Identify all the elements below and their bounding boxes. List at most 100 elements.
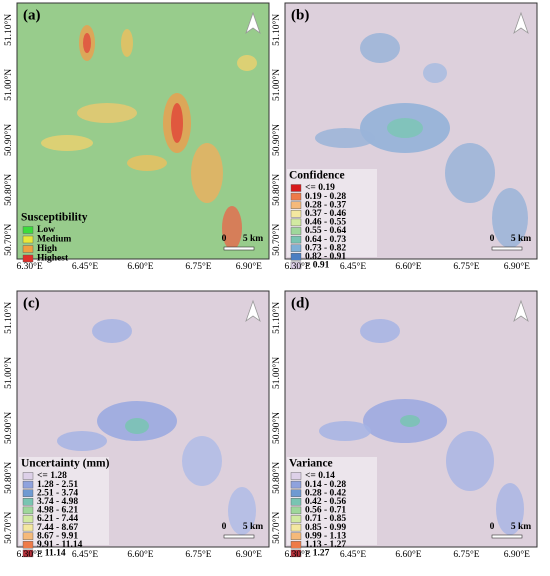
legend-swatch [22, 506, 34, 515]
legend-label: > 1.27 [305, 549, 330, 559]
y-tick-label: 50.80°N [271, 462, 282, 494]
y-tick-label: 50.90°N [271, 412, 282, 444]
x-tick-label: 6.75°E [185, 549, 211, 560]
x-tick-label: 6.75°E [453, 549, 479, 560]
x-tick-label: 6.90°E [236, 549, 262, 560]
legend-swatch [290, 261, 302, 270]
legend-label: 8.67 - 9.91 [37, 531, 78, 541]
legend-swatch [22, 532, 34, 540]
map-patch [400, 415, 420, 427]
x-tick-label: 6.90°E [504, 261, 530, 272]
legend-swatch [290, 210, 302, 218]
map-panel: (b) Confidence<= 0.190.19 - 0.280.28 - 0.… [284, 2, 538, 271]
y-tick-label: 50.80°N [3, 174, 14, 206]
scale-bar [491, 534, 523, 539]
x-tick-label: 6.45°E [72, 549, 98, 560]
y-tick-label: 50.90°N [3, 412, 14, 444]
map-patch [182, 436, 222, 486]
legend-label: <= 1.28 [37, 471, 67, 481]
legend-label: 7.44 - 8.67 [37, 523, 78, 533]
north-arrow [245, 11, 261, 35]
map-patch [387, 118, 423, 138]
y-tick-label: 50.70°N [271, 224, 282, 256]
legend-swatch [22, 541, 34, 549]
legend-label: Low [37, 225, 55, 235]
x-tick-label: 6.45°E [72, 261, 98, 272]
map-patch [492, 188, 528, 248]
legend-label: <= 0.19 [305, 183, 335, 193]
x-tick-label: 6.30°E [284, 549, 310, 560]
scale-bar [223, 534, 255, 539]
y-tick-label: 51.00°N [3, 69, 14, 101]
map-patch [222, 206, 242, 250]
legend-swatch [290, 498, 302, 506]
map-patch [360, 33, 400, 63]
x-tick-label: 6.45°E [340, 261, 366, 272]
map-frame [16, 290, 270, 548]
map-patch [125, 418, 149, 434]
y-tick-label: 50.80°N [3, 462, 14, 494]
map-patch [77, 103, 137, 123]
legend-swatch [22, 235, 34, 244]
x-tick-label: 6.75°E [453, 261, 479, 272]
legend-label: 6.21 - 7.44 [37, 514, 78, 524]
x-tick-label: 6.60°E [127, 549, 153, 560]
x-tick-label: 6.75°E [185, 261, 211, 272]
legend-label: > 11.14 [37, 549, 66, 559]
map-patch [228, 487, 256, 535]
legend-label: 0.37 - 0.46 [305, 209, 346, 219]
scale-bar [491, 246, 523, 251]
map-patch [446, 431, 494, 491]
legend-label: 0.56 - 0.71 [305, 506, 346, 516]
y-tick-label: 51.10°N [3, 14, 14, 46]
map-patch [315, 128, 375, 148]
y-tick-label: 51.00°N [3, 357, 14, 389]
x-tick-label: 6.60°E [127, 261, 153, 272]
legend-box [19, 457, 109, 545]
legend-swatch [290, 192, 302, 201]
legend-swatch [22, 472, 34, 480]
legend-label: <= 0.14 [305, 471, 335, 481]
legend-label: 0.73 - 0.82 [305, 243, 346, 253]
legend-swatch [22, 226, 34, 234]
legend-swatch [22, 549, 34, 558]
legend-title: Uncertainty (mm) [21, 458, 110, 470]
legend-swatch [22, 480, 34, 489]
panel-label: (d) [291, 295, 309, 311]
legend-label: 1.13 - 1.27 [305, 540, 346, 550]
legend-label: 0.64 - 0.73 [305, 235, 346, 245]
map-patch [237, 55, 257, 71]
legend-swatch [290, 541, 302, 549]
map-patch [445, 143, 495, 203]
legend-label: 1.28 - 2.51 [37, 480, 78, 490]
map-patch [319, 421, 371, 441]
legend-label: 2.51 - 3.74 [37, 488, 78, 498]
map-patch [191, 143, 223, 203]
map-patch [360, 319, 400, 343]
map-patch [496, 483, 524, 535]
legend-label: 0.55 - 0.64 [305, 226, 346, 236]
legend-label: 4.98 - 6.21 [37, 506, 78, 516]
legend-swatch [22, 523, 34, 532]
legend-label: 0.46 - 0.55 [305, 218, 346, 228]
legend-swatch [290, 515, 302, 523]
scale-end: 5 km [511, 522, 531, 532]
legend-swatch [290, 244, 302, 252]
map-patch [57, 431, 107, 451]
legend-label: 0.28 - 0.37 [305, 200, 346, 210]
legend-label: 0.99 - 1.13 [305, 531, 346, 541]
legend-label: 3.74 - 4.98 [37, 497, 78, 507]
x-tick-label: 6.45°E [340, 549, 366, 560]
legend-box [287, 457, 377, 545]
panel-label: (a) [23, 7, 41, 23]
legend-label: 9.91 - 11.14 [37, 540, 83, 550]
y-tick-label: 50.70°N [271, 512, 282, 544]
legend-label: Highest [37, 254, 69, 264]
y-tick-label: 51.10°N [271, 14, 282, 46]
scale-start: 0 [490, 522, 495, 532]
north-arrow [513, 11, 529, 35]
legend-label: 0.28 - 0.42 [305, 488, 346, 498]
map-patch [83, 33, 91, 53]
